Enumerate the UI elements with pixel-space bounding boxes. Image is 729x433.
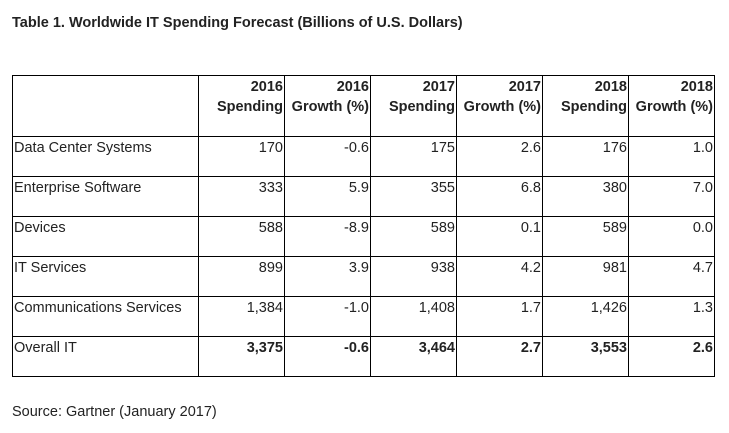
table-cell: 1,384 (198, 296, 285, 337)
table-cell: 899 (198, 256, 285, 297)
column-header: 2018 Growth (%) (628, 75, 715, 137)
total-row: Overall IT 3,375 -0.6 3,464 2.7 3,553 2.… (12, 336, 715, 377)
table-cell: 3.9 (284, 256, 371, 297)
table-cell: 589 (542, 216, 629, 257)
table-row: IT Services 899 3.9 938 4.2 981 4.7 (12, 256, 715, 297)
table-cell: 0.1 (456, 216, 543, 257)
table-row: Data Center Systems 170 -0.6 175 2.6 176… (12, 136, 715, 177)
table-cell: 333 (198, 176, 285, 217)
column-year: 2017 (508, 79, 541, 95)
column-header: 2017 Growth (%) (456, 75, 543, 137)
table-row: Communications Services 1,384 -1.0 1,408… (12, 296, 715, 337)
table-cell: 0.0 (628, 216, 715, 257)
column-year: 2018 (594, 79, 627, 95)
column-metric: Growth (%) (635, 99, 713, 115)
column-metric: Spending (388, 99, 455, 115)
table-cell: 589 (370, 216, 457, 257)
table-cell: 1,426 (542, 296, 629, 337)
table-cell: 2.7 (456, 336, 543, 377)
table-cell: 1,408 (370, 296, 457, 337)
table-title: Table 1. Worldwide IT Spending Forecast … (12, 15, 463, 31)
table-cell: 170 (198, 136, 285, 177)
table-cell: 3,553 (542, 336, 629, 377)
table-cell: 2.6 (628, 336, 715, 377)
column-metric: Growth (%) (291, 99, 369, 115)
column-year: 2016 (336, 79, 369, 95)
column-metric: Growth (%) (463, 99, 541, 115)
table-cell: 4.2 (456, 256, 543, 297)
table-cell: 4.7 (628, 256, 715, 297)
table-cell: 938 (370, 256, 457, 297)
table-cell: 1.0 (628, 136, 715, 177)
table-cell: -1.0 (284, 296, 371, 337)
row-label: Devices (12, 216, 199, 257)
table-row: Devices 588 -8.9 589 0.1 589 0.0 (12, 216, 715, 257)
table-cell: 380 (542, 176, 629, 217)
column-year: 2018 (680, 79, 713, 95)
column-header: 2016 Growth (%) (284, 75, 371, 137)
table-cell: 355 (370, 176, 457, 217)
table-cell: 2.6 (456, 136, 543, 177)
table-cell: 588 (198, 216, 285, 257)
table-cell: -0.6 (284, 136, 371, 177)
table-cell: 175 (370, 136, 457, 177)
column-year: 2017 (422, 79, 455, 95)
row-label: Data Center Systems (12, 136, 199, 177)
column-header: 2016 Spending (198, 75, 285, 137)
table-cell: 5.9 (284, 176, 371, 217)
it-spending-table: 2016 Spending 2016 Growth (%) 2017 Spend… (12, 75, 715, 377)
column-metric: Spending (560, 99, 627, 115)
table-cell: 176 (542, 136, 629, 177)
row-label: Overall IT (12, 336, 199, 377)
table-cell: 981 (542, 256, 629, 297)
column-header: 2017 Spending (370, 75, 457, 137)
header-row: 2016 Spending 2016 Growth (%) 2017 Spend… (12, 75, 715, 137)
row-label: IT Services (12, 256, 199, 297)
row-label: Enterprise Software (12, 176, 199, 217)
table-cell: 1.7 (456, 296, 543, 337)
column-year: 2016 (250, 79, 283, 95)
table-cell: -0.6 (284, 336, 371, 377)
table-cell: 7.0 (628, 176, 715, 217)
header-category-cell (12, 75, 199, 137)
source-note: Source: Gartner (January 2017) (12, 404, 217, 420)
row-label: Communications Services (12, 296, 199, 337)
column-metric: Spending (216, 99, 283, 115)
table-cell: 3,375 (198, 336, 285, 377)
column-header: 2018 Spending (542, 75, 629, 137)
table-cell: 6.8 (456, 176, 543, 217)
table-cell: -8.9 (284, 216, 371, 257)
table-cell: 1.3 (628, 296, 715, 337)
table-cell: 3,464 (370, 336, 457, 377)
table-row: Enterprise Software 333 5.9 355 6.8 380 … (12, 176, 715, 217)
